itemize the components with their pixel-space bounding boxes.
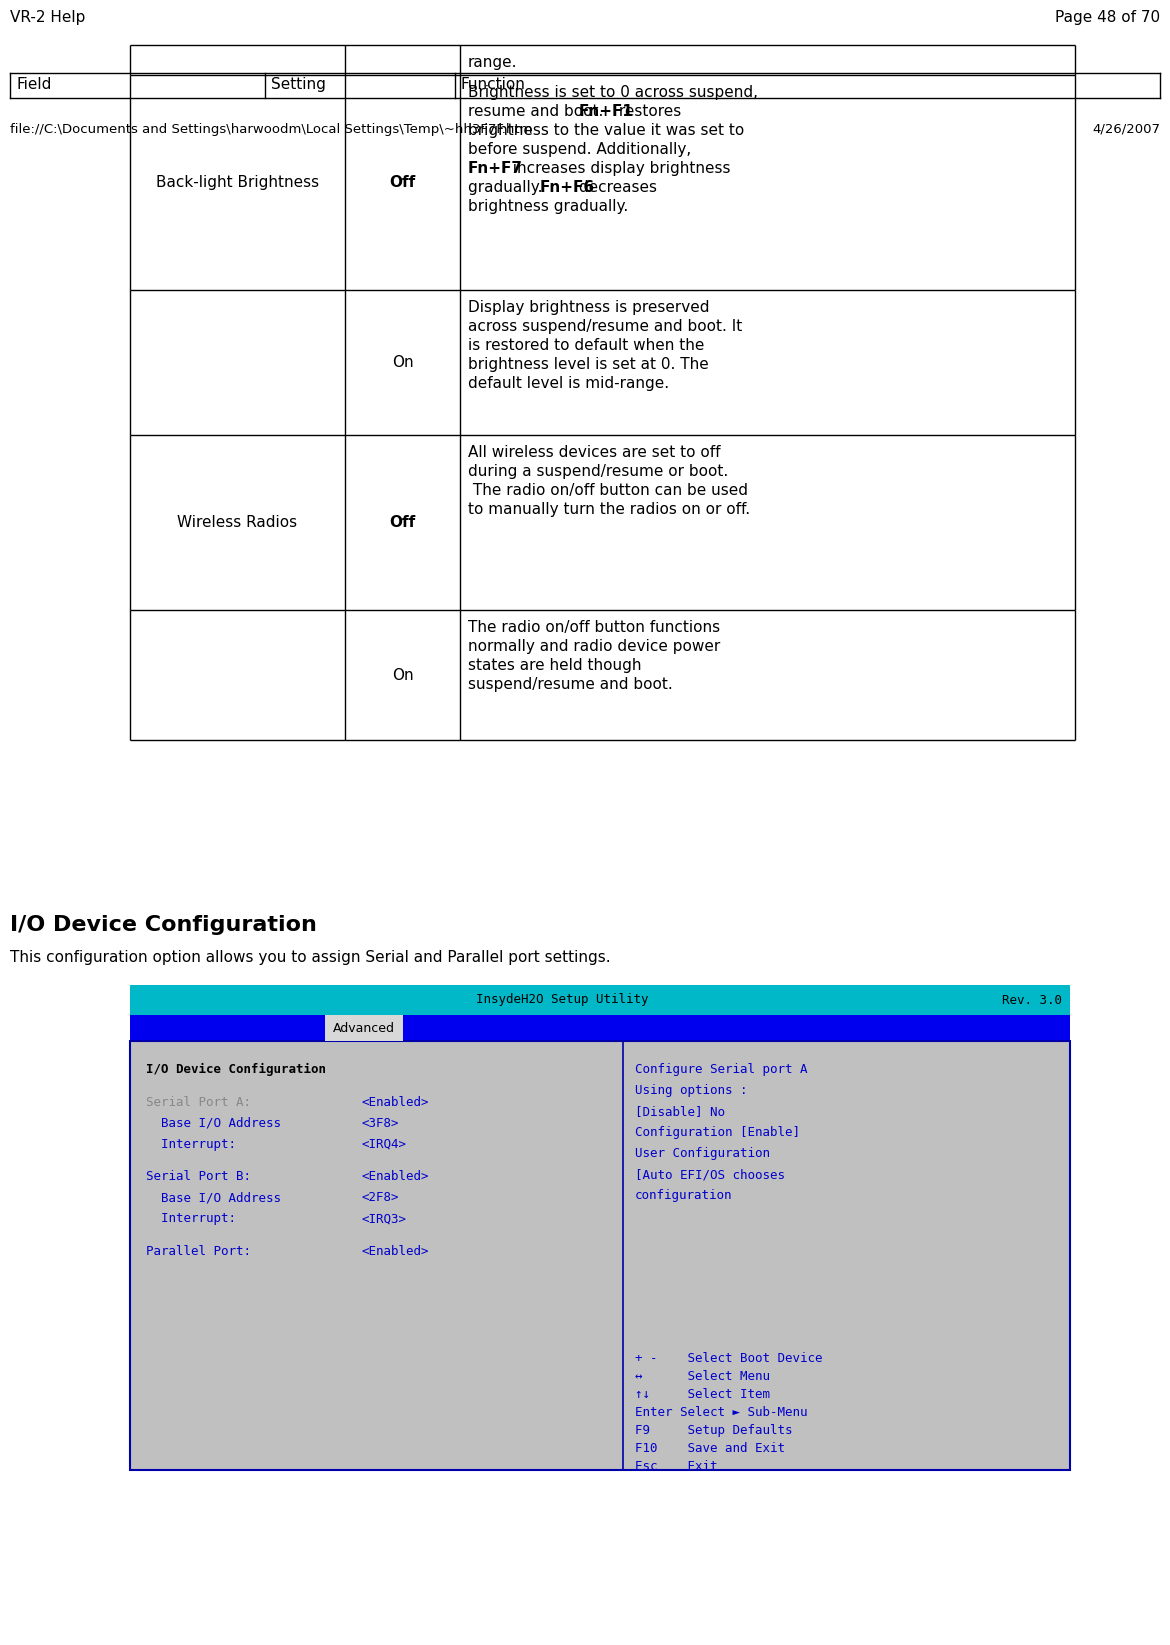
Text: Configure Serial port A: Configure Serial port A xyxy=(635,1063,807,1076)
Text: Brightness is set to 0 across suspend,: Brightness is set to 0 across suspend, xyxy=(468,86,758,100)
Text: Configuration [Enable]: Configuration [Enable] xyxy=(635,1125,800,1138)
Text: Wireless Radios: Wireless Radios xyxy=(178,515,297,530)
Text: <Enabled>: <Enabled> xyxy=(362,1096,428,1109)
Text: Fn+F7: Fn+F7 xyxy=(468,161,523,176)
Text: is restored to default when the: is restored to default when the xyxy=(468,337,704,354)
Text: Off: Off xyxy=(390,515,415,530)
Bar xyxy=(130,1041,1071,1471)
Text: gradually.: gradually. xyxy=(468,179,548,196)
Text: suspend/resume and boot.: suspend/resume and boot. xyxy=(468,678,673,693)
Text: Rev. 3.0: Rev. 3.0 xyxy=(1002,994,1062,1007)
Text: I/O Device Configuration: I/O Device Configuration xyxy=(146,1063,326,1076)
Text: Base I/O Address: Base I/O Address xyxy=(146,1117,281,1130)
Text: Fn+F6: Fn+F6 xyxy=(539,179,594,196)
Text: during a suspend/resume or boot.: during a suspend/resume or boot. xyxy=(468,464,728,479)
Text: states are held though: states are held though xyxy=(468,658,641,673)
Text: The radio on/off button functions: The radio on/off button functions xyxy=(468,620,720,635)
Text: Interrupt:: Interrupt: xyxy=(146,1138,236,1150)
Text: file://C:\Documents and Settings\harwoodm\Local Settings\Temp\~hh3F7F.htm: file://C:\Documents and Settings\harwood… xyxy=(11,123,532,137)
Text: [Auto EFI/OS chooses: [Auto EFI/OS chooses xyxy=(635,1168,785,1181)
Text: This configuration option allows you to assign Serial and Parallel port settings: This configuration option allows you to … xyxy=(11,951,611,966)
Text: resume and boot.: resume and boot. xyxy=(468,104,608,118)
Text: Fn+F1: Fn+F1 xyxy=(578,104,633,118)
Text: <Enabled>: <Enabled> xyxy=(362,1170,428,1183)
Text: <2F8>: <2F8> xyxy=(362,1191,399,1204)
Text: Esc    Exit: Esc Exit xyxy=(635,1461,717,1472)
Text: increases display brightness: increases display brightness xyxy=(503,161,730,176)
Text: Advanced: Advanced xyxy=(333,1022,395,1035)
Text: The radio on/off button can be used: The radio on/off button can be used xyxy=(468,484,748,498)
Bar xyxy=(130,985,1071,1015)
Text: configuration: configuration xyxy=(635,1189,732,1202)
Text: ↔      Select Menu: ↔ Select Menu xyxy=(635,1370,770,1383)
Text: decreases: decreases xyxy=(574,179,658,196)
Text: <3F8>: <3F8> xyxy=(362,1117,399,1130)
Text: ↑↓     Select Item: ↑↓ Select Item xyxy=(635,1388,770,1402)
Text: brightness gradually.: brightness gradually. xyxy=(468,199,628,214)
Text: <Enabled>: <Enabled> xyxy=(362,1245,428,1258)
Text: before suspend. Additionally,: before suspend. Additionally, xyxy=(468,141,691,156)
Text: On: On xyxy=(392,355,413,370)
Bar xyxy=(325,1015,402,1041)
Text: Parallel Port:: Parallel Port: xyxy=(146,1245,252,1258)
Text: brightness level is set at 0. The: brightness level is set at 0. The xyxy=(468,357,709,372)
Text: normally and radio device power: normally and radio device power xyxy=(468,638,721,655)
Text: Back-light Brightness: Back-light Brightness xyxy=(156,174,319,191)
Text: range.: range. xyxy=(468,54,517,71)
Text: Setting: Setting xyxy=(271,77,326,92)
Text: On: On xyxy=(392,668,413,683)
Text: Serial Port B:: Serial Port B: xyxy=(146,1170,252,1183)
Text: restores: restores xyxy=(613,104,681,118)
Text: <IRQ3>: <IRQ3> xyxy=(362,1212,406,1226)
Text: across suspend/resume and boot. It: across suspend/resume and boot. It xyxy=(468,319,742,334)
Text: F9     Setup Defaults: F9 Setup Defaults xyxy=(635,1425,792,1438)
Text: Off: Off xyxy=(390,174,415,191)
Text: [Disable] No: [Disable] No xyxy=(635,1105,725,1119)
Text: All wireless devices are set to off: All wireless devices are set to off xyxy=(468,446,721,461)
Text: User Configuration: User Configuration xyxy=(635,1147,770,1160)
Text: Page 48 of 70: Page 48 of 70 xyxy=(1055,10,1159,25)
Text: Interrupt:: Interrupt: xyxy=(146,1212,236,1226)
Text: InsydeH2O Setup Utility: InsydeH2O Setup Utility xyxy=(476,994,648,1007)
Text: F10    Save and Exit: F10 Save and Exit xyxy=(635,1443,785,1454)
Text: 4/26/2007: 4/26/2007 xyxy=(1092,123,1159,137)
Text: I/O Device Configuration: I/O Device Configuration xyxy=(11,915,317,934)
Text: default level is mid-range.: default level is mid-range. xyxy=(468,377,669,392)
Text: <IRQ4>: <IRQ4> xyxy=(362,1138,406,1150)
Text: + -    Select Boot Device: + - Select Boot Device xyxy=(635,1352,823,1365)
Text: brightness to the value it was set to: brightness to the value it was set to xyxy=(468,123,744,138)
Text: Function: Function xyxy=(461,77,525,92)
Text: VR-2 Help: VR-2 Help xyxy=(11,10,85,25)
Text: to manually turn the radios on or off.: to manually turn the radios on or off. xyxy=(468,502,750,517)
Bar xyxy=(130,1015,1071,1041)
Text: Serial Port A:: Serial Port A: xyxy=(146,1096,252,1109)
Text: Enter Select ► Sub-Menu: Enter Select ► Sub-Menu xyxy=(635,1406,807,1420)
Text: Field: Field xyxy=(16,77,51,92)
Text: Base I/O Address: Base I/O Address xyxy=(146,1191,281,1204)
Text: Display brightness is preserved: Display brightness is preserved xyxy=(468,299,709,314)
Text: Using options :: Using options : xyxy=(635,1084,748,1097)
